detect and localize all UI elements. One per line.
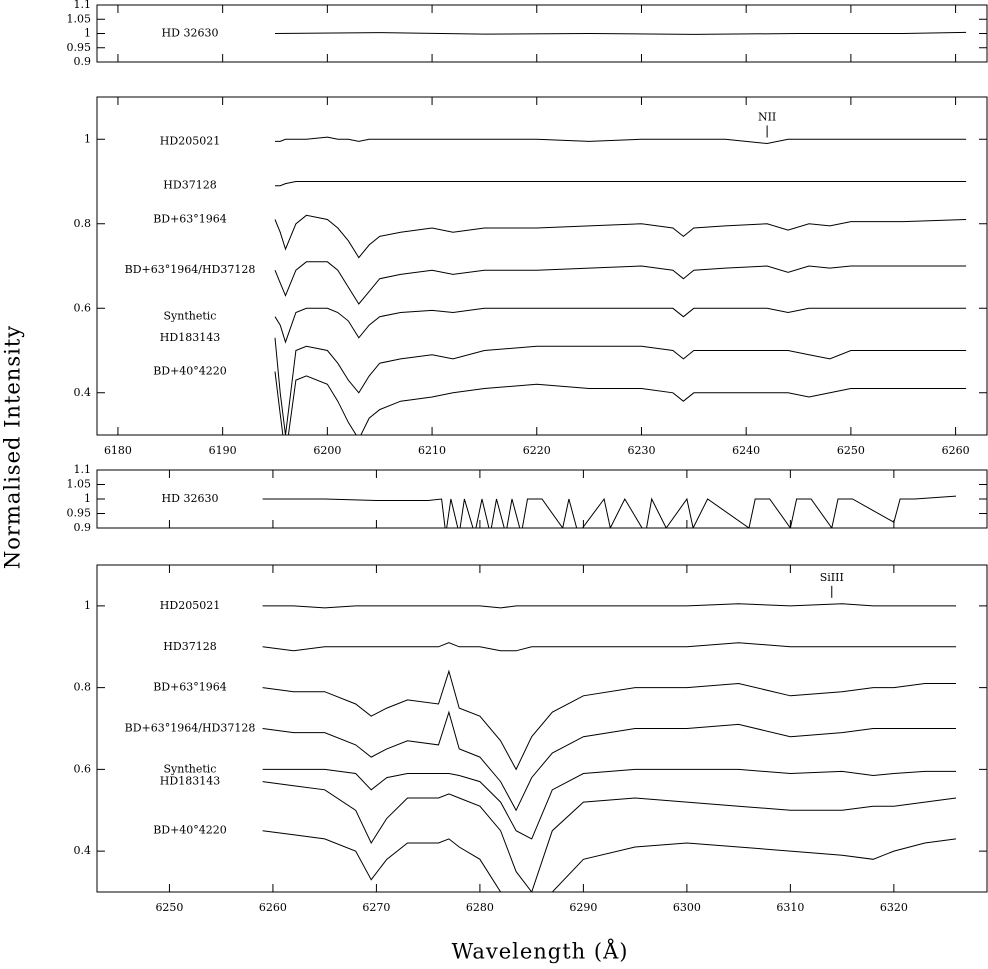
series-label: HD205021 (160, 134, 220, 147)
y-tick-label: 0.95 (67, 41, 92, 54)
spectrum (262, 781, 957, 892)
spectrum (274, 337, 967, 435)
series-label: BD+63°1964 (153, 681, 227, 694)
y-tick-label: 1.05 (67, 478, 92, 491)
series-label: BD+40°4220 (153, 365, 227, 378)
annotation: SiIII (820, 571, 844, 584)
x-tick-label: 6310 (776, 901, 804, 914)
series-label: BD+63°1964/HD37128 (125, 722, 256, 735)
x-tick-label: 6290 (569, 901, 597, 914)
x-tick-label: 6250 (837, 444, 865, 457)
spectrum (274, 31, 967, 35)
spectrum (275, 136, 967, 145)
x-axis-title: Wavelength (Å) (452, 939, 629, 964)
x-tick-label: 6270 (362, 901, 390, 914)
y-tick-label: 0.95 (67, 507, 92, 520)
series-label: BD+63°1964/HD37128 (125, 263, 256, 276)
spectrum (262, 710, 956, 812)
x-tick-label: 6250 (155, 901, 183, 914)
series-label: HD183143 (160, 331, 220, 344)
x-tick-label: 6240 (732, 444, 760, 457)
series-label: Synthetic (164, 762, 217, 775)
spectrum (275, 181, 967, 187)
spectrum (274, 371, 967, 435)
x-tick-label: 6260 (259, 901, 287, 914)
series-label: HD205021 (160, 599, 220, 612)
y-tick-label: 0.4 (74, 844, 92, 857)
spectrum (274, 307, 967, 344)
y-tick-label: 1.1 (74, 0, 92, 11)
plot-frame (96, 564, 988, 893)
y-tick-label: 1.1 (74, 463, 92, 476)
y-tick-label: 0.4 (74, 386, 92, 399)
x-tick-label: 6210 (418, 444, 446, 457)
spectrum (262, 642, 956, 652)
spectrum (274, 214, 967, 259)
y-tick-label: 0.9 (74, 521, 92, 534)
y-tick-label: 0.6 (74, 301, 92, 314)
y-axis-title: Normalised Intensity (1, 325, 25, 569)
y-tick-label: 1 (84, 599, 91, 612)
x-tick-label: 6180 (104, 444, 132, 457)
x-tick-label: 6280 (466, 901, 494, 914)
series-label: HD183143 (160, 775, 220, 788)
y-tick-label: 1 (84, 492, 91, 505)
y-tick-label: 1 (84, 27, 91, 40)
spectrum (274, 261, 967, 305)
series-label: HD37128 (163, 179, 216, 192)
series-label: HD37128 (163, 640, 216, 653)
series-label: Synthetic (164, 310, 217, 323)
series-label: HD 32630 (162, 27, 219, 40)
series-label: BD+63°1964 (153, 213, 227, 226)
spectrum (262, 768, 956, 840)
annotation: NII (758, 110, 776, 123)
spectrum (262, 830, 957, 892)
spectrum (262, 603, 956, 609)
y-tick-label: 1.05 (67, 12, 92, 25)
y-tick-label: 0.9 (74, 55, 92, 68)
x-tick-label: 6320 (880, 901, 908, 914)
y-tick-label: 1 (84, 132, 91, 145)
series-label: HD 32630 (162, 492, 219, 505)
y-tick-label: 0.8 (74, 681, 92, 694)
y-tick-label: 0.6 (74, 762, 92, 775)
spectrum (262, 669, 956, 771)
y-tick-label: 0.8 (74, 217, 92, 230)
x-tick-label: 6260 (942, 444, 970, 457)
series-label: BD+40°4220 (153, 824, 227, 837)
x-tick-label: 6230 (627, 444, 655, 457)
x-tick-label: 6300 (673, 901, 701, 914)
x-tick-label: 6190 (209, 444, 237, 457)
x-tick-label: 6220 (523, 444, 551, 457)
plot-frame (96, 96, 988, 436)
spectrum (262, 495, 957, 528)
x-tick-label: 6200 (313, 444, 341, 457)
